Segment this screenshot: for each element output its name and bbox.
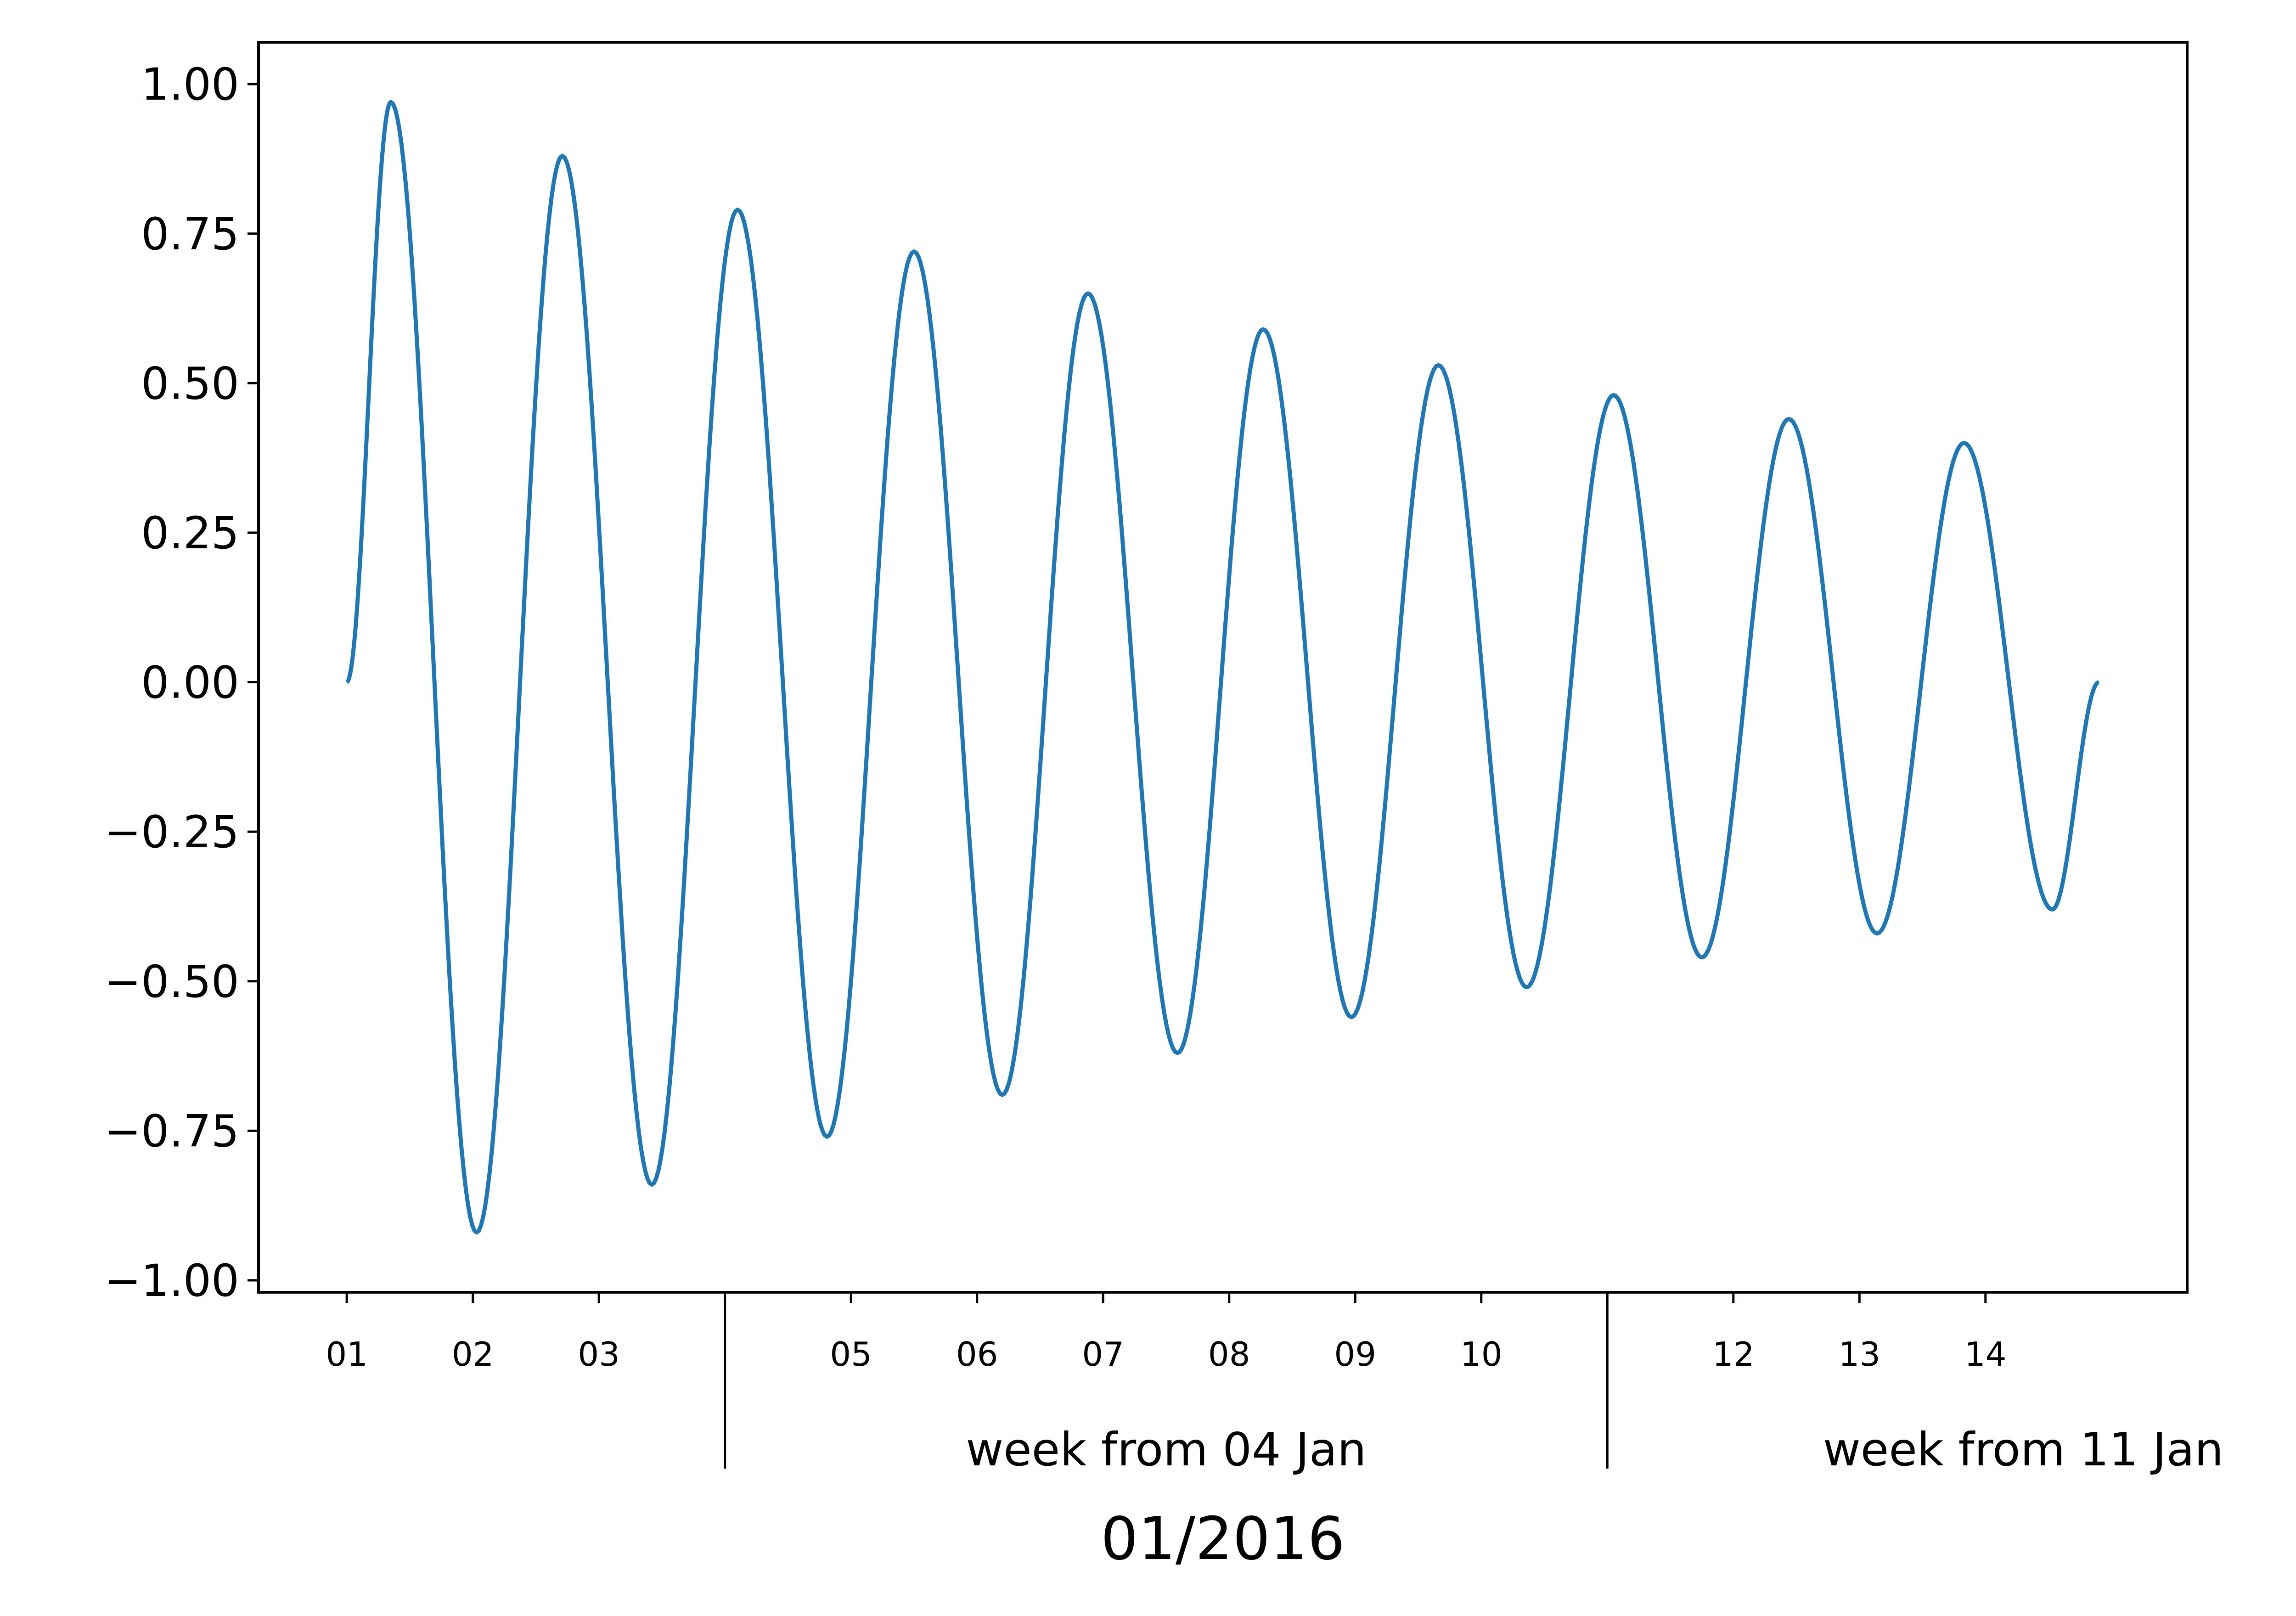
- x-tick-label: 08: [1208, 1335, 1250, 1374]
- y-tick-label: −1.00: [104, 1255, 239, 1306]
- y-tick-label: −0.50: [104, 956, 239, 1008]
- x-axis: 01 02 03 05 06 07 08 09 10 12 13 14 week from 04 Jan…: [326, 1292, 2223, 1476]
- x-axis-label: 01/2016: [1101, 1505, 1345, 1573]
- x-tick-label: 12: [1712, 1335, 1755, 1374]
- y-axis: 1.00 0.75 0.50 0.25 0.00 −0.25 −0.50 −0.75 −1.00: [104, 59, 259, 1306]
- x-week-label: week from 04 Jan: [966, 1423, 1366, 1476]
- x-tick-label: 10: [1460, 1335, 1503, 1374]
- x-tick-label: 14: [1964, 1335, 2007, 1374]
- y-tick-label: −0.75: [104, 1105, 239, 1157]
- y-tick-label: 0.50: [141, 358, 239, 409]
- y-tick-label: −0.25: [104, 806, 239, 858]
- y-tick-label: 0.00: [141, 657, 239, 709]
- plot-area: [345, 100, 2100, 1235]
- x-tick-label: 07: [1082, 1335, 1124, 1374]
- x-week-label: week from 11 Jan: [1823, 1423, 2223, 1476]
- x-tick-label: 05: [830, 1335, 872, 1374]
- x-tick-label: 02: [452, 1335, 494, 1374]
- x-tick-label: 13: [1838, 1335, 1880, 1374]
- y-tick-label: 0.75: [141, 208, 239, 260]
- y-tick-label: 1.00: [141, 59, 239, 110]
- x-tick-label: 03: [578, 1335, 620, 1374]
- x-tick-label: 09: [1334, 1335, 1376, 1374]
- x-tick-label: 06: [956, 1335, 998, 1374]
- series-line: [345, 100, 2100, 1235]
- plot-frame: [257, 41, 2189, 1294]
- y-tick-label: 0.25: [141, 507, 239, 559]
- x-tick-label: 01: [326, 1335, 368, 1374]
